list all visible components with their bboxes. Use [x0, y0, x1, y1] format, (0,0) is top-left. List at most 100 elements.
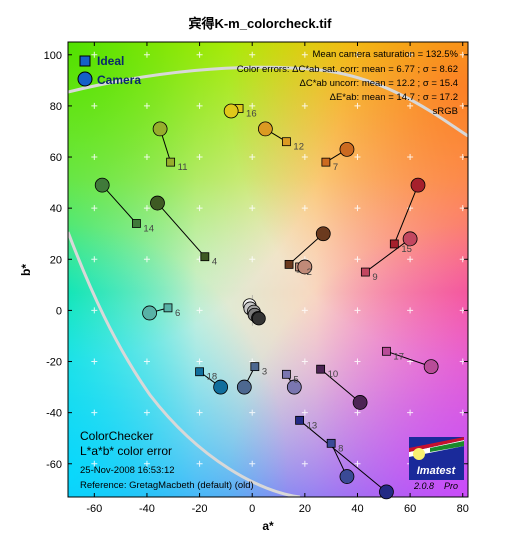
patch-label: 9 — [372, 272, 377, 283]
grid-mark — [143, 205, 150, 212]
grid-mark — [354, 358, 361, 365]
camera-marker — [152, 121, 168, 137]
y-tick-label: 40 — [50, 203, 62, 215]
patch-label: 11 — [178, 162, 188, 173]
y-tick-label: 60 — [50, 152, 62, 164]
grid-mark — [407, 102, 414, 109]
error-line — [393, 184, 419, 245]
patch-label: 14 — [143, 223, 154, 234]
grid-mark — [143, 256, 150, 263]
error-line — [157, 202, 206, 258]
legend-camera-swatch — [77, 71, 93, 87]
y-tick-label: -60 — [46, 459, 62, 471]
grid-mark — [196, 409, 203, 416]
camera-marker — [402, 231, 418, 247]
ideal-marker — [284, 259, 294, 269]
grid-mark — [301, 307, 308, 314]
x-tick-label: -60 — [86, 503, 102, 515]
x-tick-label: 40 — [351, 503, 363, 515]
patch-label: 5 — [293, 374, 298, 385]
ideal-marker — [200, 252, 210, 262]
grid-mark — [196, 205, 203, 212]
caption-subtitle: L*a*b* color error — [80, 444, 172, 458]
legend: Ideal Camera — [77, 54, 141, 87]
camera-marker — [410, 177, 426, 193]
ideal-marker — [326, 438, 336, 448]
ideal-marker — [166, 157, 176, 167]
camera-marker — [150, 195, 165, 211]
grid-mark — [301, 154, 308, 161]
grid-mark — [143, 409, 150, 416]
camera-marker — [236, 379, 252, 395]
grid-mark — [407, 51, 414, 58]
grid-mark — [91, 256, 98, 263]
camera-marker — [142, 305, 157, 321]
error-line — [299, 419, 387, 493]
patch-label: 12 — [293, 142, 304, 153]
caption-title: ColorChecker — [80, 429, 153, 443]
camera-marker — [423, 359, 439, 375]
grid-mark — [91, 205, 98, 212]
ideal-marker — [389, 239, 399, 249]
camera-marker — [297, 259, 313, 275]
patch-label: 17 — [393, 351, 404, 362]
grid-mark — [354, 409, 361, 416]
grid-mark — [301, 460, 308, 467]
error-line — [320, 368, 361, 403]
grid-mark — [196, 307, 203, 314]
y-axis-label: b* — [19, 264, 33, 276]
grid-mark — [249, 102, 256, 109]
stats-colorspace: sRGB — [433, 106, 458, 117]
camera-marker — [223, 103, 239, 119]
patch-label: 10 — [328, 369, 339, 380]
gamut-boundary-bottom — [68, 231, 301, 497]
logo-edition: Pro — [444, 481, 458, 491]
grid-mark — [407, 307, 414, 314]
stats-color-errors: Color errors: ΔC*ab sat. corr: mean = 6.… — [237, 64, 458, 75]
x-tick-label: 80 — [457, 503, 469, 515]
y-tick-label: -20 — [46, 357, 62, 369]
ideal-marker — [282, 369, 291, 379]
x-tick-label: 60 — [404, 503, 416, 515]
grid-mark — [249, 51, 256, 58]
stats-block: Mean camera saturation = 132.5% Color er… — [237, 49, 459, 117]
grid-mark — [196, 460, 203, 467]
ideal-marker — [382, 346, 391, 356]
x-tick-label: -40 — [139, 503, 155, 515]
grid-mark — [407, 409, 414, 416]
legend-camera-label: Camera — [97, 73, 141, 87]
ideal-marker — [360, 267, 370, 277]
patch-markers: 123456789101112131415161718 — [94, 103, 439, 500]
grid-mark — [91, 409, 98, 416]
grid-mark — [143, 460, 150, 467]
grid-mark — [354, 205, 361, 212]
grid-mark — [91, 154, 98, 161]
gamut-background — [68, 42, 468, 497]
grid-mark — [91, 358, 98, 365]
imatest-logo: Imatest 2.0.8 Pro — [409, 437, 464, 491]
patch-label: 13 — [307, 420, 318, 431]
camera-marker — [257, 121, 273, 137]
grid-mark — [196, 358, 203, 365]
grid-mark — [407, 256, 414, 263]
plot-frame — [67, 41, 469, 498]
grid-mark — [143, 102, 150, 109]
grid-mark — [143, 358, 150, 365]
grid-mark — [249, 460, 256, 467]
y-tick-label: 80 — [50, 101, 62, 113]
grid-mark — [301, 358, 308, 365]
ideal-marker — [163, 303, 173, 313]
logo-name: Imatest — [417, 465, 457, 477]
patch-label: 3 — [262, 367, 267, 378]
grid-mark — [301, 205, 308, 212]
legend-ideal-label: Ideal — [97, 54, 124, 68]
patch-label: 16 — [246, 108, 257, 119]
camera-marker — [339, 469, 355, 484]
x-axis-label: a* — [262, 519, 274, 533]
ideal-marker — [250, 362, 260, 372]
ideal-marker — [295, 415, 304, 425]
x-tick-label: 0 — [249, 503, 255, 515]
y-tick-label: 100 — [44, 50, 62, 62]
camera-marker — [352, 395, 368, 410]
